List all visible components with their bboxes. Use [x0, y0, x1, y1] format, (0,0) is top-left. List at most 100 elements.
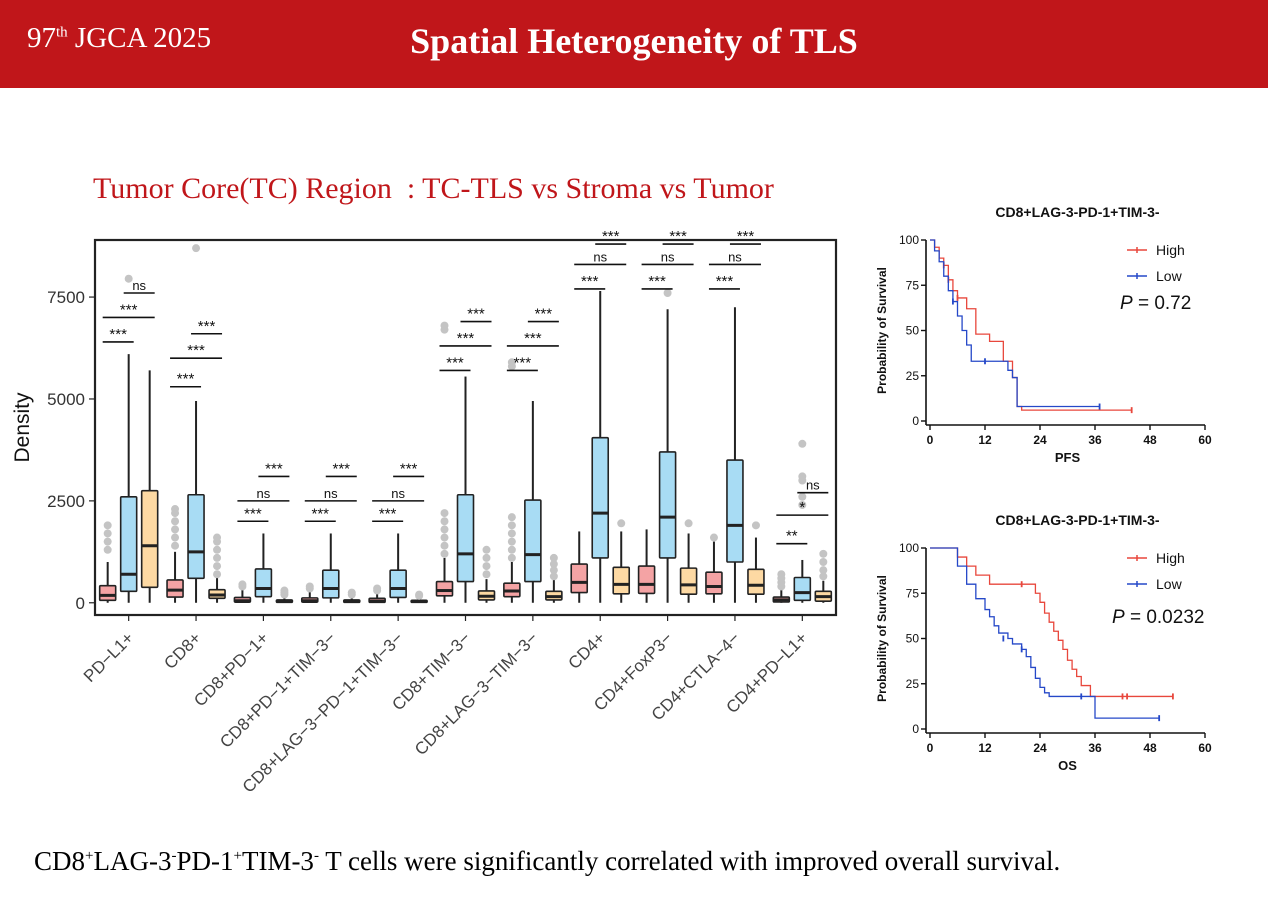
y-tick-label: 7500	[47, 288, 85, 307]
significance-label: ***	[648, 273, 666, 290]
caption-part: T cells were significantly correlated wi…	[318, 846, 1061, 876]
box-outlier-point	[103, 529, 112, 538]
box-body	[793, 576, 812, 602]
caption-part: LAG-3	[93, 846, 172, 876]
box-outlier-point	[507, 545, 516, 554]
significance-label: ***	[244, 505, 262, 522]
km-x-tick-label: 0	[927, 433, 934, 447]
box-body	[705, 571, 723, 595]
km-x-tick-label: 0	[927, 741, 934, 755]
km-curve-low	[930, 547, 1160, 719]
box-outlier-point	[482, 545, 491, 554]
significance-label: ***	[333, 460, 351, 477]
box-outlier-point	[213, 533, 222, 542]
box-outlier-point	[213, 545, 222, 554]
box-outlier-point	[440, 509, 449, 518]
box-body	[456, 493, 475, 583]
caption-part: CD8	[34, 846, 86, 876]
km-x-tick-label: 36	[1088, 433, 1102, 447]
box-outlier-point	[171, 505, 180, 514]
box-body	[187, 493, 205, 580]
km-x-tick-label: 36	[1088, 741, 1102, 755]
box-outlier-point	[709, 533, 718, 542]
box-outlier-point	[549, 560, 558, 569]
km-legend-label: Low	[1156, 576, 1183, 592]
box-outlier-point	[213, 553, 222, 562]
km-y-tick-label: 0	[912, 722, 919, 736]
box-outlier-point	[507, 553, 516, 562]
conference-label: 97th JGCA 2025	[27, 22, 211, 55]
box-body	[747, 568, 765, 596]
significance-label: ns	[391, 486, 405, 501]
box-outlier-point	[440, 525, 449, 534]
conference-number: 97	[27, 22, 56, 54]
km-x-tick-label: 48	[1143, 433, 1157, 447]
km-title: CD8+LAG-3-PD-1+TIM-3-	[995, 204, 1159, 220]
box-body	[570, 563, 589, 594]
km-curve-high	[930, 547, 1173, 698]
km-x-tick-label: 48	[1143, 741, 1157, 755]
box-outlier-point	[798, 439, 807, 448]
box-outlier-point	[549, 572, 558, 581]
box-body	[679, 567, 698, 596]
box-outlier-point	[684, 519, 693, 528]
box-outlier-point	[103, 521, 112, 530]
box-body	[726, 459, 744, 563]
box-outlier-point	[482, 562, 491, 571]
box-outlier-point	[798, 472, 807, 481]
box-outlier-point	[213, 570, 222, 579]
km-p-symbol: P	[1112, 607, 1125, 628]
box-outlier-point	[440, 541, 449, 550]
box-outlier-point	[798, 492, 807, 501]
significance-label: ***	[446, 354, 464, 371]
box-outlier-point	[213, 562, 222, 571]
km-legend-label: Low	[1156, 268, 1183, 284]
box-outlier-point	[819, 572, 828, 581]
box-outlier-point	[617, 519, 626, 528]
km-y-tick-label: 75	[906, 278, 920, 292]
box-outlier-point	[507, 521, 516, 530]
km-x-tick-label: 60	[1198, 433, 1212, 447]
km-legend-label: High	[1156, 242, 1185, 258]
box-outlier-point	[192, 244, 201, 253]
km-y-tick-label: 50	[906, 324, 920, 338]
significance-label: ***	[514, 354, 532, 371]
box-outlier-point	[280, 586, 289, 595]
km-y-tick-label: 25	[906, 369, 920, 383]
caption: CD8+LAG-3-PD-1+TIM-3- T cells were signi…	[34, 846, 1060, 877]
box-outlier-point	[171, 517, 180, 526]
km-p-number: = 0.0232	[1125, 607, 1205, 628]
box-outlier-point	[819, 566, 828, 575]
km-curve-low	[930, 239, 1100, 408]
box-outlier-point	[549, 566, 558, 575]
box-outlier-point	[238, 580, 247, 589]
box-outlier-point	[777, 570, 786, 579]
caption-part: TIM-3	[241, 846, 314, 876]
caption-superscript: +	[85, 848, 94, 864]
km-y-axis-label: Probability of Survival	[875, 267, 889, 394]
significance-label: ***	[581, 273, 599, 290]
box-outlier-point	[373, 584, 382, 593]
y-axis-label: Density	[11, 392, 34, 463]
box-outlier-point	[819, 549, 828, 558]
km-p-value: P = 0.0232	[1112, 607, 1204, 628]
box-body	[119, 495, 138, 593]
box-body	[591, 436, 610, 559]
significance-label: ns	[324, 486, 338, 501]
significance-label: ***	[457, 330, 475, 347]
caption-superscript: +	[233, 848, 242, 864]
significance-label: ***	[312, 505, 330, 522]
box-outlier-point	[663, 288, 672, 297]
box-outlier-point	[440, 549, 449, 558]
box-outlier-point	[415, 590, 424, 599]
box-outlier-point	[103, 545, 112, 554]
y-tick-label: 2500	[47, 492, 85, 511]
caption-part: PD-1	[176, 846, 234, 876]
box-outlier-point	[549, 553, 558, 562]
box-body	[637, 565, 656, 595]
box-outlier-point	[507, 529, 516, 538]
significance-label: ***	[109, 326, 127, 343]
km-x-axis-label: OS	[1058, 758, 1077, 773]
significance-label: ***	[177, 371, 195, 388]
